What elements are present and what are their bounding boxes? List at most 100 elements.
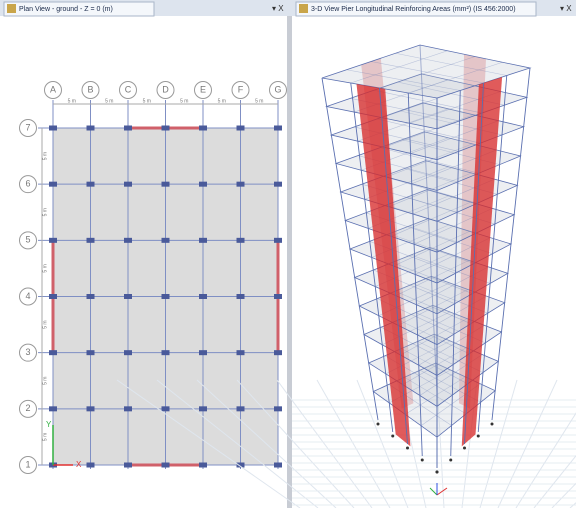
beam [392, 262, 473, 294]
beam [395, 260, 470, 296]
column [161, 294, 170, 299]
beam [346, 69, 461, 91]
column [199, 181, 207, 187]
grid-label: 1 [25, 459, 30, 469]
column [199, 350, 207, 356]
grid-label: 6 [25, 179, 30, 189]
grid-bubble [19, 343, 37, 362]
column [86, 181, 95, 187]
support [420, 458, 424, 462]
column [321, 77, 379, 421]
grid-label: 3 [25, 347, 30, 357]
column [86, 462, 95, 468]
ground-grid [515, 412, 576, 508]
column [464, 82, 484, 445]
dimension-label: 5 m [42, 377, 48, 385]
column [350, 82, 394, 433]
beam [384, 114, 474, 148]
dimension-label: 5 m [143, 98, 151, 104]
ground-grid [436, 379, 445, 508]
column [124, 181, 132, 187]
column [124, 237, 132, 243]
grid-label: 4 [25, 291, 30, 301]
grid-bubble [194, 81, 212, 99]
grid-label: 7 [25, 122, 30, 132]
grid-bubble [119, 81, 137, 99]
support [490, 422, 494, 426]
column [161, 462, 170, 468]
support [463, 446, 466, 450]
column [407, 92, 423, 457]
beam [395, 52, 507, 76]
support [449, 458, 453, 462]
ground-grid [196, 379, 337, 508]
beam [370, 61, 484, 84]
ground-grid [236, 379, 355, 508]
ground-grid [116, 379, 301, 508]
support [406, 446, 409, 450]
grid-bubble [19, 119, 37, 137]
grid-label: 2 [25, 403, 30, 413]
tab[interactable] [295, 1, 537, 17]
tab-icon [7, 4, 16, 13]
dimension-label: 5 m [42, 264, 48, 272]
grid-label: G [274, 84, 281, 94]
ground-grid [356, 379, 409, 508]
grid-label: F [238, 84, 244, 94]
beam [402, 347, 467, 385]
column [161, 350, 170, 356]
column [86, 125, 95, 131]
grid-label: D [162, 84, 169, 94]
column [49, 406, 57, 412]
grid-bubble [19, 456, 37, 474]
grid-bubble [231, 81, 250, 99]
pier-wall [356, 84, 411, 447]
grid-bubble [19, 231, 37, 250]
column [236, 237, 245, 243]
ground-grid [156, 379, 319, 508]
dimension-label: 5 m [42, 208, 48, 216]
support [376, 422, 380, 426]
column [49, 350, 57, 356]
dimension-label: 5 m [218, 98, 226, 104]
support [476, 434, 480, 438]
column [86, 350, 95, 356]
beam [401, 348, 468, 385]
beam [408, 61, 503, 94]
dimension-label: 5 m [42, 152, 48, 160]
column [274, 294, 282, 299]
column [236, 462, 245, 468]
dimension-label: 5 m [255, 98, 263, 104]
column [124, 462, 132, 468]
tab-title: Plan View - ground - Z = 0 (m) [19, 6, 113, 13]
grid-bubble [19, 175, 37, 194]
column [86, 294, 95, 299]
column [124, 125, 132, 131]
beam [379, 56, 476, 89]
beam [383, 176, 478, 204]
column [199, 406, 207, 412]
splitter[interactable] [287, 16, 292, 508]
plan-view: A B C D E F G 1 2 3 4 5 6 7 5 m 5 m 5 m 5 m 5 m 5 m 5 m 5 m 5 … [19, 81, 287, 474]
beam [389, 233, 475, 264]
column [199, 462, 207, 468]
column [236, 350, 245, 356]
column [274, 237, 282, 243]
column [477, 75, 508, 433]
column [199, 294, 207, 299]
column [86, 406, 95, 412]
beam [380, 147, 479, 174]
column [49, 181, 57, 187]
ground-grid [497, 379, 558, 508]
tab-controls[interactable]: ▾ X [560, 4, 572, 13]
column [419, 44, 438, 393]
beam [373, 89, 482, 114]
tab[interactable] [3, 1, 155, 17]
grid-bubble [19, 287, 37, 306]
column [491, 67, 531, 421]
column [450, 90, 461, 457]
column [236, 181, 245, 187]
tab-controls[interactable]: ▾ X [272, 4, 284, 13]
beam [404, 377, 467, 415]
